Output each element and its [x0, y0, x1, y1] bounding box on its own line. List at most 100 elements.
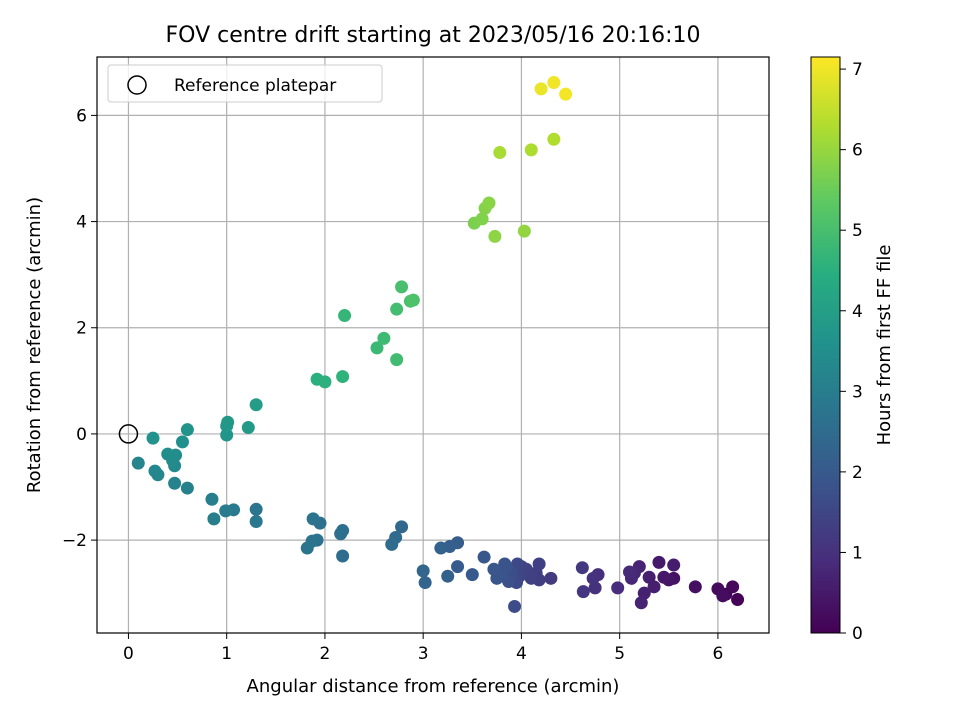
data-point: [544, 571, 558, 585]
data-point: [418, 576, 432, 590]
data-point: [434, 541, 448, 555]
data-point: [611, 581, 625, 595]
data-point: [249, 398, 263, 412]
x-tick-label: 2: [320, 644, 331, 664]
y-axis-ticks: −2 0 2 4 6: [62, 106, 97, 551]
reference-point: [118, 424, 139, 444]
colorbar-tick-label: 5: [852, 221, 863, 241]
data-point: [241, 421, 255, 435]
data-point: [205, 492, 219, 506]
y-tick-label: 6: [76, 106, 87, 126]
x-tick-label: 3: [418, 644, 429, 664]
data-point: [334, 527, 348, 541]
data-point: [249, 502, 263, 516]
data-point: [647, 580, 661, 594]
data-point: [517, 224, 531, 238]
data-point: [465, 568, 479, 582]
data-point: [731, 593, 745, 607]
x-tick-label: 4: [516, 644, 527, 664]
data-point: [180, 423, 194, 437]
data-point: [220, 428, 234, 442]
data-point: [482, 196, 496, 210]
legend-label: Reference platepar: [174, 76, 336, 96]
y-tick-label: 0: [76, 425, 87, 445]
data-point: [652, 555, 666, 569]
x-axis-label: Angular distance from reference (arcmin): [247, 676, 620, 697]
data-point: [634, 596, 648, 610]
chart-title: FOV centre drift starting at 2023/05/16 …: [166, 23, 701, 48]
data-point: [221, 415, 235, 429]
legend: Reference platepar: [107, 64, 383, 103]
data-point: [318, 375, 332, 389]
colorbar-label: Hours from first FF file: [874, 245, 895, 446]
data-point: [586, 571, 600, 585]
data-point: [575, 561, 589, 575]
data-point: [716, 589, 730, 603]
data-point: [532, 557, 546, 571]
data-point: [622, 565, 636, 579]
data-point: [547, 132, 561, 146]
colorbar-tick-label: 1: [852, 543, 863, 563]
data-point: [300, 541, 314, 555]
data-point: [559, 87, 573, 101]
colorbar-gradient: [810, 56, 841, 634]
y-tick-label: −2: [62, 531, 87, 551]
data-point: [131, 456, 145, 470]
scatter-points: [131, 75, 745, 613]
colorbar-ticks: 0 1 2 3 4 5 6 7: [840, 60, 863, 644]
data-point: [395, 280, 409, 294]
data-point: [336, 370, 350, 384]
data-point: [642, 570, 656, 584]
data-point: [207, 512, 221, 526]
data-point: [306, 512, 320, 526]
colorbar-tick-label: 2: [852, 463, 863, 483]
data-point: [336, 549, 350, 563]
x-tick-label: 1: [221, 644, 232, 664]
x-tick-label: 0: [123, 644, 134, 664]
data-point: [385, 537, 399, 551]
data-point: [726, 580, 740, 594]
data-point: [146, 431, 160, 445]
y-axis-label: Rotation from reference (arcmin): [24, 197, 45, 493]
data-point: [576, 585, 590, 599]
legend-box: [107, 64, 383, 103]
colorbar-tick-label: 6: [852, 141, 863, 161]
x-tick-label: 6: [712, 644, 723, 664]
data-point: [249, 515, 263, 529]
colorbar: 0 1 2 3 4 5 6 7 Hours from first FF file: [810, 56, 895, 644]
data-point: [493, 146, 507, 160]
colorbar-tick-label: 7: [852, 60, 863, 80]
data-point: [498, 557, 512, 571]
colorbar-tick-label: 3: [852, 382, 863, 402]
data-point: [377, 331, 391, 345]
data-point: [175, 435, 189, 449]
data-point: [148, 464, 162, 478]
data-point: [406, 293, 420, 307]
data-point: [390, 353, 404, 367]
y-tick-label: 2: [76, 319, 87, 339]
data-point: [547, 75, 561, 89]
data-point: [395, 520, 409, 534]
x-axis-ticks: 0 1 2 3 4 5 6: [123, 633, 723, 664]
data-point: [168, 476, 182, 490]
x-tick-label: 5: [614, 644, 625, 664]
data-point: [338, 309, 352, 323]
data-point: [688, 580, 702, 594]
data-point: [524, 143, 538, 157]
grid-lines: [97, 57, 769, 633]
data-point: [477, 550, 491, 564]
data-point: [390, 302, 404, 316]
y-tick-label: 4: [76, 213, 87, 233]
data-point: [180, 481, 194, 495]
data-point: [441, 569, 455, 583]
legend-marker: [127, 75, 147, 95]
colorbar-tick-label: 4: [852, 302, 863, 322]
data-point: [161, 447, 175, 461]
data-point: [657, 570, 671, 584]
data-point: [451, 560, 465, 574]
colorbar-tick-label: 0: [852, 624, 863, 644]
data-point: [219, 504, 233, 518]
data-point: [534, 82, 548, 96]
data-point: [487, 562, 501, 576]
